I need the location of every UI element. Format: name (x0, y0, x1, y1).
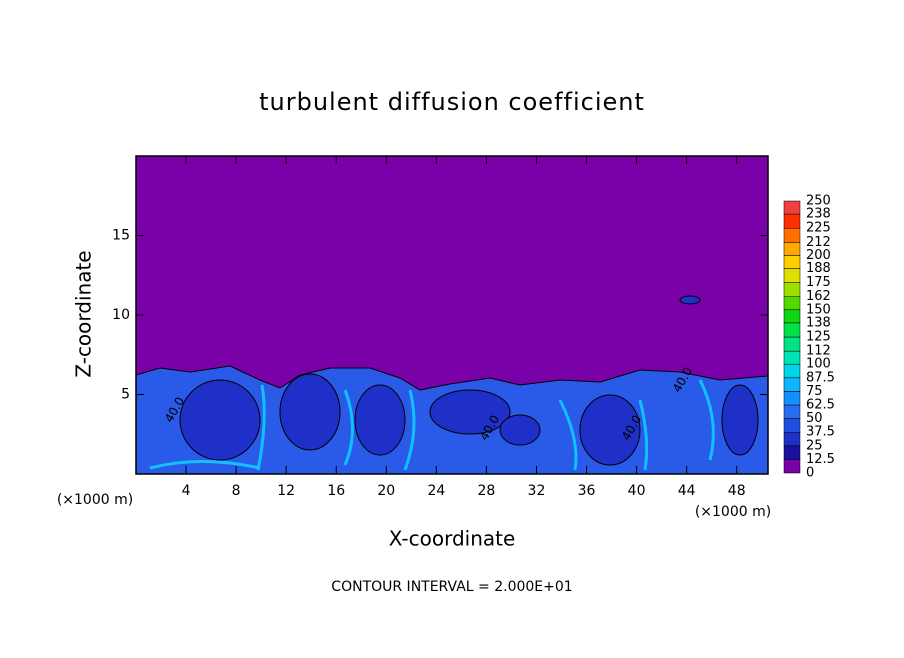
colorbar-label: 238 (806, 207, 831, 222)
colorbar-label: 50 (806, 411, 823, 426)
colorbar-band (783, 309, 801, 324)
x-tick-label: 44 (678, 483, 696, 499)
colorbar-label: 225 (806, 221, 831, 236)
colorbar-band (783, 227, 801, 243)
colorbar-label: 12.5 (806, 452, 835, 467)
colorbar-label: 0 (806, 466, 814, 481)
colorbar-label: 75 (806, 384, 823, 399)
colorbar-label: 200 (806, 248, 831, 263)
colorbar-label: 212 (806, 235, 831, 250)
x-tick-label: 36 (578, 483, 596, 499)
x-tick-label: 40 (628, 483, 646, 499)
x-unit: (×1000 m) (695, 504, 771, 520)
colorbar-band (783, 255, 801, 269)
colorbar-label: 125 (806, 330, 831, 345)
x-tick-label: 4 (182, 483, 191, 499)
colorbar-band (783, 200, 801, 215)
x-tick-label: 24 (427, 483, 445, 499)
colorbar-band (783, 296, 801, 311)
x-tick-label: 8 (232, 483, 241, 499)
x-axis-label: X-coordinate (389, 527, 516, 551)
colorbar-band (783, 322, 801, 338)
colorbar-band (783, 459, 801, 474)
colorbar-label: 162 (806, 289, 831, 304)
colorbar-band (783, 418, 801, 433)
colorbar-band (783, 431, 801, 447)
colorbar-band (783, 242, 801, 256)
low-blobs (179, 295, 759, 466)
y-tick-label: 10 (112, 307, 130, 323)
x-tick-label: 12 (277, 483, 295, 499)
colorbar-label: 25 (806, 438, 823, 453)
colorbar-band (783, 282, 801, 297)
colorbar-label: 62.5 (806, 398, 835, 413)
colorbar-label: 188 (806, 261, 831, 276)
y-tick-label: 5 (121, 387, 130, 403)
chart-title: turbulent diffusion coefficient (259, 88, 645, 116)
colorbar-label: 138 (806, 315, 831, 330)
colorbar-band (783, 377, 801, 392)
x-unit: (×1000 m) (57, 492, 133, 508)
colorbar-label: 100 (806, 357, 831, 372)
high-streaks (149, 379, 715, 471)
colorbar-band (783, 350, 801, 365)
colorbar-label: 112 (806, 344, 831, 359)
colorbar-label: 175 (806, 275, 831, 290)
colorbar-label: 87.5 (806, 370, 835, 385)
x-tick-label: 48 (728, 483, 746, 499)
colorbar-band (783, 404, 801, 419)
contour-interval: CONTOUR INTERVAL = 2.000E+01 (331, 579, 572, 595)
colorbar-band (783, 391, 801, 406)
colorbar-label: 250 (806, 194, 831, 209)
x-tick-label: 28 (478, 483, 496, 499)
colorbar-label: 150 (806, 302, 831, 317)
colorbar-band (783, 336, 801, 352)
x-tick-label: 32 (528, 483, 546, 499)
colorbar-label: 37.5 (806, 425, 835, 440)
x-tick-label: 20 (377, 483, 395, 499)
colorbar-band (783, 268, 801, 283)
colorbar-band (783, 363, 801, 379)
colorbar-band (783, 213, 801, 229)
y-axis-label: Z-coordinate (72, 250, 96, 377)
field (135, 155, 769, 475)
x-tick-label: 16 (327, 483, 345, 499)
colorbar-band (783, 445, 801, 460)
y-tick-label: 15 (112, 228, 130, 244)
